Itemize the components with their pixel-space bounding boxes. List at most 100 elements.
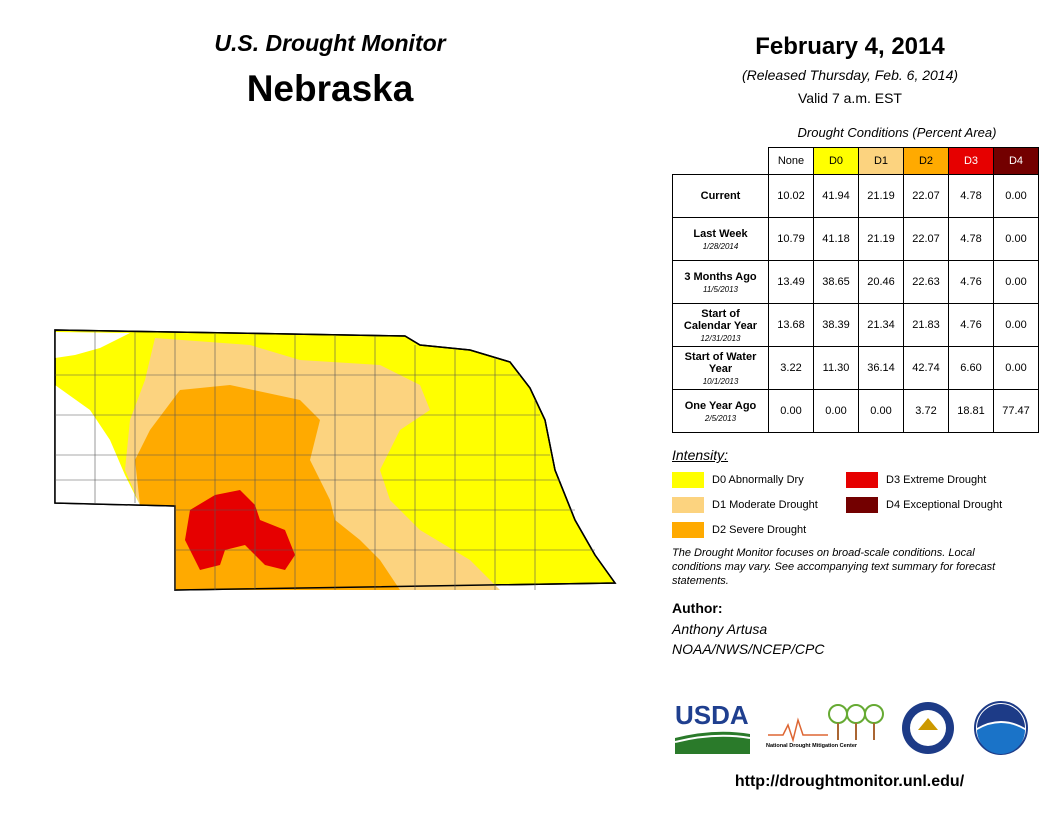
- cell: 10.79: [768, 217, 814, 261]
- cell: 41.18: [813, 217, 859, 261]
- released: (Released Thursday, Feb. 6, 2014): [741, 67, 959, 83]
- commerce-seal: [902, 702, 954, 754]
- column-header: D1: [858, 147, 904, 175]
- cell: 10.02: [768, 174, 814, 218]
- table-caption: Drought Conditions (Percent Area): [797, 125, 997, 140]
- usda-logo: USDA: [675, 700, 749, 730]
- noaa-seal: [974, 701, 1028, 755]
- cell: 38.39: [813, 303, 859, 347]
- author-name: Anthony Artusa: [672, 621, 768, 637]
- cell: 77.47: [993, 389, 1039, 433]
- note: The Drought Monitor focuses on broad-sca…: [672, 547, 996, 587]
- row-label: One Year Ago 2/5/2013: [672, 389, 769, 433]
- cell: 22.07: [903, 217, 949, 261]
- cell: 21.83: [903, 303, 949, 347]
- row-date: 2/5/2013: [704, 413, 737, 423]
- cell: 21.19: [858, 174, 904, 218]
- url: http://droughtmonitor.unl.edu/: [734, 773, 965, 790]
- legend-label: D3 Extreme Drought: [886, 474, 987, 486]
- cell: 0.00: [993, 346, 1039, 390]
- map: [54, 329, 617, 591]
- legend-swatch: [846, 497, 878, 513]
- column-header: D2: [903, 147, 949, 175]
- column-header: D3: [948, 147, 994, 175]
- cell: 4.78: [948, 174, 994, 218]
- cell: 0.00: [993, 217, 1039, 261]
- cell: 3.72: [903, 389, 949, 433]
- legend-swatch: [672, 472, 704, 488]
- legend-swatch: [672, 522, 704, 538]
- header-row: None D0 D1 D2 D3 D4: [673, 147, 1039, 175]
- cell: 0.00: [993, 260, 1039, 304]
- cell: 38.65: [813, 260, 859, 304]
- cell: 42.74: [903, 346, 949, 390]
- data-row: One Year Ago 2/5/2013 0.00 0.00 0.00 3.72 18.8…: [672, 389, 1039, 433]
- row-label: Start of Water Year 10/1/2013: [672, 346, 769, 390]
- legend-title: Intensity:: [672, 447, 729, 463]
- cell: 4.76: [948, 260, 994, 304]
- cell: 4.76: [948, 303, 994, 347]
- cell: 41.94: [813, 174, 859, 218]
- data-row: 3 Months Ago 11/5/2013 13.49 38.65 20.46 22.6…: [672, 260, 1039, 304]
- date: February 4, 2014: [755, 33, 945, 60]
- state-none-north: [55, 332, 130, 358]
- column-header: D0: [813, 147, 859, 175]
- data-row: Last Week 1/28/2014 10.79 41.18 21.19 22.07 4.…: [672, 217, 1039, 261]
- row-date: 11/5/2013: [703, 284, 738, 294]
- cell: 6.60: [948, 346, 994, 390]
- row-label: Current: [672, 174, 769, 218]
- cell: 13.49: [768, 260, 814, 304]
- county-lines: [55, 331, 595, 590]
- row-date: 12/31/2013: [700, 333, 741, 343]
- data-row: Current 10.02 41.94 21.19 22.07 4.78 0.00: [672, 174, 1039, 218]
- cell: 0.00: [813, 389, 859, 433]
- row-label-text: 3 Months Ago: [684, 270, 757, 283]
- column-header: D4: [993, 147, 1039, 175]
- legend-swatch: [672, 497, 704, 513]
- corner: [673, 148, 769, 175]
- cell: 21.34: [858, 303, 904, 347]
- ndmc-label: National Drought Mitigation Center: [766, 743, 858, 749]
- cell: 0.00: [993, 174, 1039, 218]
- legend-label: D0 Abnormally Dry: [712, 474, 804, 486]
- legend: D0 Abnormally Dry D1 Moderate Drought D2 S…: [672, 472, 1032, 542]
- subtitle: U.S. Drought Monitor: [214, 30, 446, 56]
- cell: 20.46: [858, 260, 904, 304]
- data-row: Start of Water Year 10/1/2013 3.22 11.30 36.…: [672, 346, 1039, 390]
- author-heading: Author:: [672, 600, 723, 616]
- cell: 0.00: [768, 389, 814, 433]
- title: Nebraska: [246, 68, 414, 109]
- table: None D0 D1 D2 D3 D4 Current 10.02 41.94 21.19 22.0…: [672, 147, 1039, 433]
- ndmc-graphic: [768, 704, 884, 743]
- row-label-text: Current: [700, 190, 741, 202]
- column-header: None: [768, 147, 814, 175]
- legend-label: D4 Exceptional Drought: [886, 499, 1003, 511]
- row-label-text: Last Week: [693, 227, 748, 240]
- row-label-text: Start of Calendar Year: [683, 307, 758, 332]
- cell: 3.22: [768, 346, 814, 390]
- cell: 22.63: [903, 260, 949, 304]
- cell: 21.19: [858, 217, 904, 261]
- valid: Valid 7 a.m. EST: [797, 90, 902, 106]
- row-label: 3 Months Ago 11/5/2013: [672, 260, 769, 304]
- legend-label: D2 Severe Drought: [712, 524, 807, 536]
- cell: 13.68: [768, 303, 814, 347]
- row-label-text: Start of Water Year: [684, 350, 757, 375]
- data-row: Start of Calendar Year 12/31/2013 13.68 38.…: [672, 303, 1039, 347]
- usda-field: [675, 731, 750, 754]
- row-label: Last Week 1/28/2014: [672, 217, 769, 261]
- cell: 4.78: [948, 217, 994, 261]
- cell: 36.14: [858, 346, 904, 390]
- row-label: Start of Calendar Year 12/31/2013: [672, 303, 769, 347]
- legend-label: D1 Moderate Drought: [712, 499, 818, 511]
- row-date: 1/28/2014: [702, 241, 739, 251]
- cell: 0.00: [858, 389, 904, 433]
- cell: 22.07: [903, 174, 949, 218]
- author-org: NOAA/NWS/NCEP/CPC: [672, 641, 825, 657]
- legend-swatch: [846, 472, 878, 488]
- drought-table: None D0 D1 D2 D3 D4 Current 10.02 41.94 21.19 22.0…: [672, 147, 1039, 433]
- row-date: 10/1/2013: [702, 376, 739, 386]
- cell: 0.00: [993, 303, 1039, 347]
- cell: 18.81: [948, 389, 994, 433]
